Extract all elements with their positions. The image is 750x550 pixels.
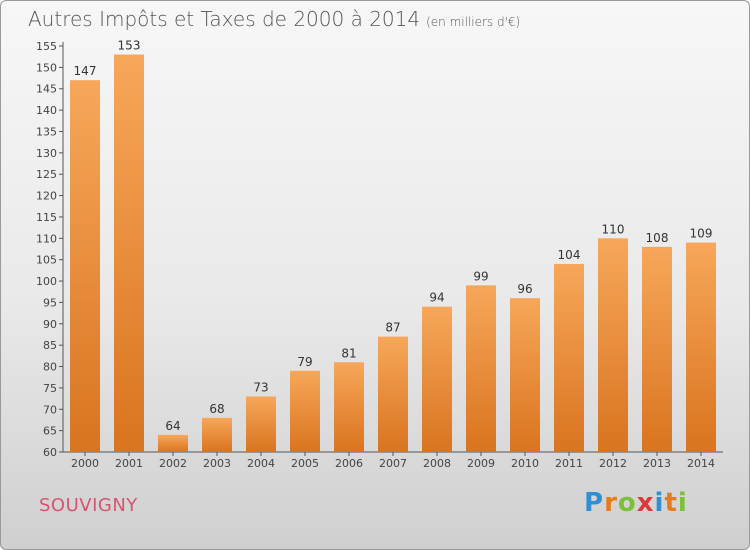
bars bbox=[70, 54, 716, 453]
logo-letter: t bbox=[664, 488, 678, 518]
bar-2005 bbox=[290, 370, 320, 452]
bar-2006 bbox=[334, 362, 364, 452]
x-tick-label: 2013 bbox=[643, 457, 671, 470]
bar-2002 bbox=[158, 434, 188, 452]
logo-letter: x bbox=[636, 488, 655, 518]
x-tick-label: 2008 bbox=[423, 457, 451, 470]
value-label: 108 bbox=[646, 231, 669, 245]
y-tick-label: 155 bbox=[36, 40, 57, 53]
y-tick-label: 70 bbox=[43, 403, 57, 416]
y-tick-label: 140 bbox=[36, 104, 57, 117]
value-label: 104 bbox=[558, 248, 581, 262]
value-label: 87 bbox=[385, 321, 400, 335]
value-label: 68 bbox=[209, 402, 224, 416]
logo-letter: o bbox=[617, 488, 637, 518]
y-tick-label: 130 bbox=[36, 147, 57, 160]
y-tick-label: 120 bbox=[36, 190, 57, 203]
y-tick-label: 85 bbox=[43, 339, 57, 352]
value-label: 81 bbox=[341, 346, 356, 360]
bar-2007 bbox=[378, 336, 408, 452]
x-tick-label: 2000 bbox=[71, 457, 99, 470]
y-tick-label: 100 bbox=[36, 275, 57, 288]
bar-2004 bbox=[246, 396, 276, 452]
value-label: 64 bbox=[165, 419, 180, 433]
commune-name: SOUVIGNY bbox=[39, 495, 138, 516]
y-tick-label: 115 bbox=[36, 211, 57, 224]
bar-2008 bbox=[422, 306, 452, 452]
bar-2003 bbox=[202, 417, 232, 452]
x-tick-label: 2001 bbox=[115, 457, 143, 470]
logo-letter: P bbox=[584, 488, 605, 518]
x-tick-label: 2004 bbox=[247, 457, 275, 470]
y-tick-label: 80 bbox=[43, 361, 57, 374]
value-label: 79 bbox=[297, 355, 312, 369]
value-label: 153 bbox=[118, 39, 141, 53]
y-tick-label: 105 bbox=[36, 254, 57, 267]
logo-letter: r bbox=[604, 488, 618, 518]
chart-subtitle: (en milliers d'€) bbox=[426, 15, 521, 29]
value-label: 96 bbox=[517, 282, 532, 296]
x-tick-label: 2002 bbox=[159, 457, 187, 470]
y-tick-label: 145 bbox=[36, 83, 57, 96]
y-tick-label: 135 bbox=[36, 125, 57, 138]
logo-letter: i bbox=[677, 488, 688, 518]
x-tick-label: 2012 bbox=[599, 457, 627, 470]
value-label: 110 bbox=[602, 222, 625, 236]
chart-title-text: Autres Impôts et Taxes de 2000 à 2014 bbox=[28, 7, 421, 31]
x-tick-label: 2005 bbox=[291, 457, 319, 470]
proxiti-logo: Proxiti bbox=[584, 488, 688, 518]
value-label: 147 bbox=[74, 64, 97, 78]
y-tick-label: 125 bbox=[36, 168, 57, 181]
bar-2009 bbox=[466, 285, 496, 452]
bar-2001 bbox=[114, 54, 144, 453]
y-tick-label: 110 bbox=[36, 232, 57, 245]
y-tick-label: 60 bbox=[43, 446, 57, 459]
x-tick-label: 2003 bbox=[203, 457, 231, 470]
x-tick-label: 2009 bbox=[467, 457, 495, 470]
axes: 60 65 70 75 80 85 90 95 100 105 110 115 120 125 130 135… bbox=[36, 40, 723, 470]
bar-2010 bbox=[510, 298, 540, 452]
y-tick-label: 150 bbox=[36, 61, 57, 74]
bar-2011 bbox=[554, 263, 584, 452]
y-tick-label: 95 bbox=[43, 296, 57, 309]
x-tick-label: 2007 bbox=[379, 457, 407, 470]
chart-title: Autres Impôts et Taxes de 2000 à 2014 (en… bbox=[28, 7, 520, 31]
y-tick-label: 75 bbox=[43, 382, 57, 395]
value-labels: 147 153 64 68 73 79 81 87 94 99 96 104 110 108 109 bbox=[74, 39, 713, 433]
x-tick-label: 2010 bbox=[511, 457, 539, 470]
x-tick-label: 2011 bbox=[555, 457, 583, 470]
x-tick-label: 2006 bbox=[335, 457, 363, 470]
y-tick-label: 65 bbox=[43, 425, 57, 438]
bar-2013 bbox=[642, 246, 672, 452]
logo-letter: i bbox=[654, 488, 665, 518]
value-label: 99 bbox=[473, 269, 488, 283]
x-tick-label: 2014 bbox=[687, 457, 715, 470]
bar-2014 bbox=[686, 242, 716, 452]
value-label: 109 bbox=[690, 227, 713, 241]
value-label: 73 bbox=[253, 380, 268, 394]
y-tick-label: 90 bbox=[43, 318, 57, 331]
bar-2000 bbox=[70, 80, 100, 452]
bar-2012 bbox=[598, 238, 628, 452]
value-label: 94 bbox=[429, 291, 444, 305]
